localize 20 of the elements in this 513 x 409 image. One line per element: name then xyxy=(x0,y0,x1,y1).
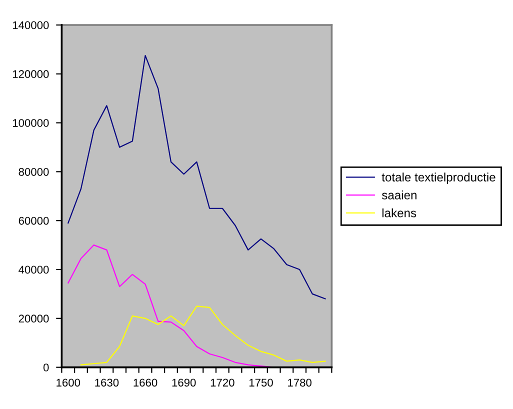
x-tick-label: 1780 xyxy=(288,378,312,387)
legend-label: lakens xyxy=(382,208,416,218)
x-tick-label: 1600 xyxy=(56,378,80,387)
x-tick-label: 1690 xyxy=(172,378,196,387)
x-tick-label: 1630 xyxy=(95,378,119,387)
legend-label: totale textielproductie xyxy=(382,172,496,184)
x-tick-label: 1660 xyxy=(134,378,158,387)
y-tick-label: 60000 xyxy=(18,216,49,225)
y-tick-label: 120000 xyxy=(12,70,49,78)
line-series xyxy=(68,55,326,300)
y-tick-label: 100000 xyxy=(12,119,49,127)
x-tick-label: 1720 xyxy=(210,378,234,387)
x-tick-label: 1750 xyxy=(249,378,273,387)
y-tick-label: 20000 xyxy=(18,314,49,323)
line-series xyxy=(80,306,326,366)
y-tick-label: 80000 xyxy=(18,168,49,176)
y-tick-label: 140000 xyxy=(12,21,49,30)
legend-label: saaien xyxy=(382,190,416,200)
y-tick-label: 0 xyxy=(43,364,49,372)
y-tick-label: 40000 xyxy=(18,266,49,274)
